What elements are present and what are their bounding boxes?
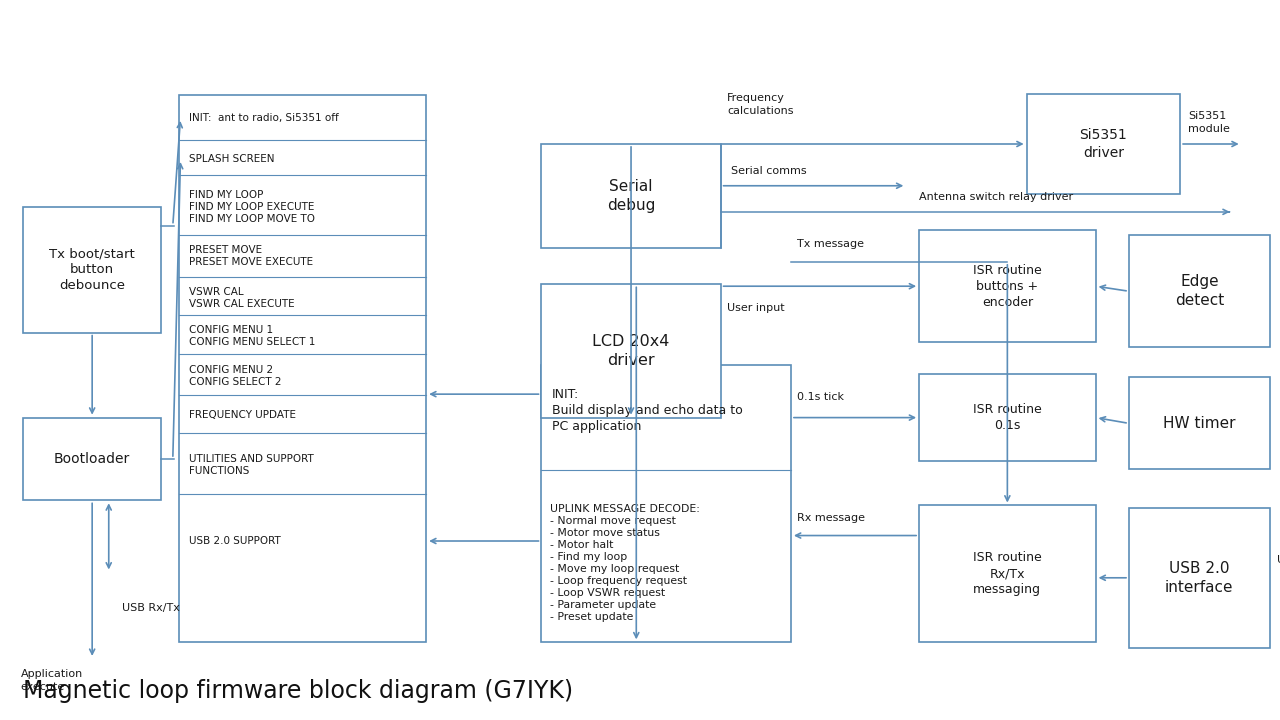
Text: Application
execute: Application execute: [20, 669, 83, 692]
Text: Serial comms: Serial comms: [731, 166, 806, 176]
Text: Edge
detect: Edge detect: [1175, 274, 1224, 308]
Text: ISR routine
0.1s: ISR routine 0.1s: [973, 403, 1042, 432]
Text: INIT:
Build display and echo data to
PC application: INIT: Build display and echo data to PC …: [552, 388, 742, 433]
Text: FIND MY LOOP
FIND MY LOOP EXECUTE
FIND MY LOOP MOVE TO: FIND MY LOOP FIND MY LOOP EXECUTE FIND M…: [189, 189, 315, 224]
Text: Tx message: Tx message: [797, 239, 864, 249]
Text: HW timer: HW timer: [1164, 416, 1235, 431]
Text: Serial
debug: Serial debug: [607, 179, 655, 213]
Text: ISR routine
buttons +
encoder: ISR routine buttons + encoder: [973, 264, 1042, 309]
Text: LCD 20x4
driver: LCD 20x4 driver: [593, 334, 669, 368]
Text: USB2.0: USB2.0: [1277, 555, 1280, 564]
FancyBboxPatch shape: [1129, 235, 1270, 347]
Text: Tx boot/start
button
debounce: Tx boot/start button debounce: [50, 247, 134, 292]
FancyBboxPatch shape: [1129, 508, 1270, 648]
FancyBboxPatch shape: [1027, 94, 1180, 194]
Text: PRESET MOVE
PRESET MOVE EXECUTE: PRESET MOVE PRESET MOVE EXECUTE: [189, 246, 314, 267]
Text: Frequency
calculations: Frequency calculations: [727, 93, 794, 116]
FancyBboxPatch shape: [919, 374, 1096, 461]
Text: FREQUENCY UPDATE: FREQUENCY UPDATE: [189, 410, 297, 420]
FancyBboxPatch shape: [541, 144, 721, 248]
Text: User input: User input: [727, 303, 785, 312]
Text: CONFIG MENU 2
CONFIG SELECT 2: CONFIG MENU 2 CONFIG SELECT 2: [189, 365, 282, 387]
FancyBboxPatch shape: [541, 284, 721, 418]
Text: INIT:  ant to radio, Si5351 off: INIT: ant to radio, Si5351 off: [189, 113, 339, 123]
Text: CONFIG MENU 1
CONFIG MENU SELECT 1: CONFIG MENU 1 CONFIG MENU SELECT 1: [189, 325, 316, 347]
Text: Si5351
module: Si5351 module: [1188, 111, 1230, 134]
Text: USB 2.0 SUPPORT: USB 2.0 SUPPORT: [189, 536, 282, 546]
Text: USB 2.0
interface: USB 2.0 interface: [1165, 561, 1234, 595]
FancyBboxPatch shape: [541, 365, 791, 642]
Text: VSWR CAL
VSWR CAL EXECUTE: VSWR CAL VSWR CAL EXECUTE: [189, 287, 296, 308]
Text: Si5351
driver: Si5351 driver: [1079, 128, 1128, 160]
FancyBboxPatch shape: [919, 505, 1096, 642]
Text: Magnetic loop firmware block diagram (G7IYK): Magnetic loop firmware block diagram (G7…: [23, 679, 573, 703]
Text: USB Rx/Tx: USB Rx/Tx: [122, 603, 179, 613]
FancyBboxPatch shape: [23, 207, 161, 333]
Text: Bootloader: Bootloader: [54, 452, 131, 466]
Text: Antenna switch relay driver: Antenna switch relay driver: [919, 192, 1073, 202]
Text: Rx message: Rx message: [797, 513, 865, 523]
Text: 0.1s tick: 0.1s tick: [797, 392, 845, 402]
FancyBboxPatch shape: [919, 230, 1096, 342]
Text: ISR routine
Rx/Tx
messaging: ISR routine Rx/Tx messaging: [973, 552, 1042, 596]
FancyBboxPatch shape: [23, 418, 161, 500]
Text: SPLASH SCREEN: SPLASH SCREEN: [189, 154, 275, 164]
Text: UPLINK MESSAGE DECODE:
- Normal move request
- Motor move status
- Motor halt
- : UPLINK MESSAGE DECODE: - Normal move req…: [550, 504, 700, 622]
FancyBboxPatch shape: [1129, 377, 1270, 469]
FancyBboxPatch shape: [179, 95, 426, 642]
Text: UTILITIES AND SUPPORT
FUNCTIONS: UTILITIES AND SUPPORT FUNCTIONS: [189, 454, 314, 477]
